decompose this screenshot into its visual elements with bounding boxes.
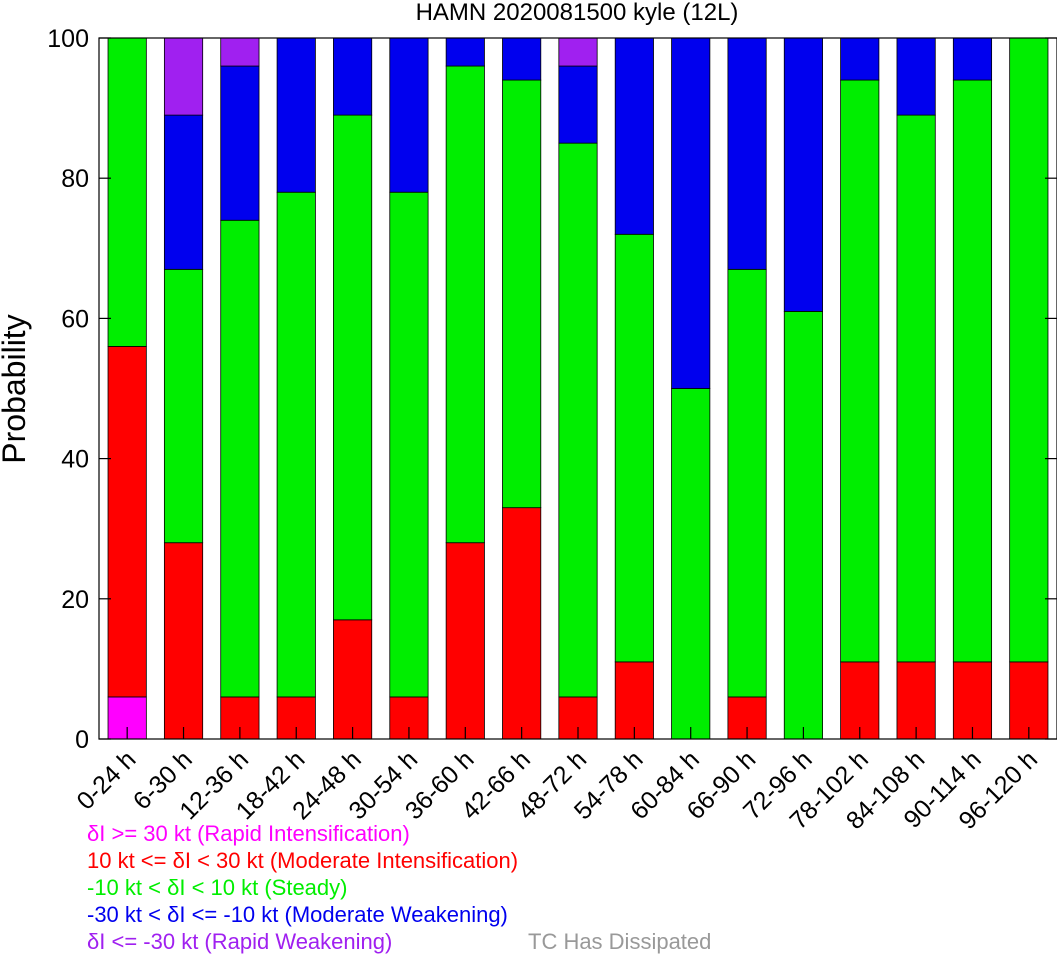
- legend-entry: TC Has Dissipated: [528, 929, 711, 954]
- y-tick-label: 20: [61, 586, 89, 614]
- bar-segment: [163, 37, 204, 116]
- y-tick-label: 100: [47, 25, 89, 53]
- bar-segment: [671, 388, 711, 740]
- bar-segment: [952, 661, 993, 740]
- x-axis-category-labels: 0-24 h6-30 h12-36 h18-42 h24-48 h30-54 h…: [71, 727, 1043, 835]
- bar-segment: [614, 37, 654, 235]
- bar-segment: [840, 661, 880, 740]
- bar-segment: [558, 142, 598, 698]
- bar-segment: [896, 114, 936, 663]
- legend-entry: δI <= -30 kt (Rapid Weakening): [87, 929, 392, 954]
- legend-entry: δI >= 30 kt (Rapid Intensification): [87, 821, 410, 846]
- y-tick-label: 80: [61, 165, 89, 193]
- bar-segment: [333, 114, 373, 621]
- bar-segment: [783, 37, 823, 312]
- bar-segment: [502, 79, 542, 509]
- bar-segment: [502, 507, 542, 740]
- bar-segment: [107, 346, 147, 698]
- bar-segment: [163, 114, 204, 270]
- legend-entry: 10 kt <= δI < 30 kt (Moderate Intensific…: [87, 848, 518, 873]
- bar-segment: [783, 310, 823, 740]
- y-axis-ticks: 0 20 40 60 80 100: [47, 25, 1057, 754]
- bar-segment: [952, 79, 993, 663]
- bar-segment: [445, 65, 485, 544]
- bar-segment: [952, 37, 993, 81]
- y-tick-label: 0: [75, 726, 89, 754]
- chart-title: HAMN 2020081500 kyle (12L): [416, 0, 739, 26]
- bar-segment: [163, 268, 204, 544]
- bar-segment: [220, 219, 260, 698]
- bar-segment: [445, 542, 485, 740]
- x-category-label: 0-24 h: [71, 745, 141, 815]
- bar-segment: [502, 37, 542, 81]
- legend-entry: -30 kt < δI <= -10 kt (Moderate Weakenin…: [87, 902, 508, 927]
- bar-segment: [389, 191, 429, 698]
- bar-segment: [558, 37, 598, 67]
- bar-segment: [614, 661, 654, 740]
- bar-segment: [333, 37, 373, 116]
- bar-segment: [220, 37, 260, 67]
- bar-segment: [220, 65, 260, 221]
- bar-segment: [1009, 37, 1049, 663]
- bar-segment: [333, 619, 373, 740]
- bar-segment: [727, 37, 767, 270]
- bar-segment: [840, 79, 880, 663]
- bar-segment: [614, 233, 654, 663]
- bar-segment: [163, 542, 204, 740]
- y-axis-label: Probability: [0, 314, 32, 463]
- bar-segment: [1009, 661, 1049, 740]
- bar-segment: [840, 37, 880, 81]
- bar-segment: [107, 37, 147, 347]
- bar-segment: [727, 268, 767, 698]
- bar-segment: [671, 37, 711, 389]
- y-tick-label: 40: [61, 446, 89, 474]
- bar-segment: [276, 37, 316, 193]
- bar-segment: [445, 37, 485, 67]
- bar-segment: [389, 37, 429, 193]
- y-tick-label: 60: [61, 305, 89, 333]
- bar-segment: [558, 65, 598, 144]
- bar-segment: [276, 191, 316, 698]
- bar-segment: [896, 37, 936, 116]
- legend-entry: -10 kt < δI < 10 kt (Steady): [87, 875, 347, 900]
- legend: δI >= 30 kt (Rapid Intensification)10 kt…: [87, 821, 711, 954]
- bar-stacks: [107, 37, 1049, 740]
